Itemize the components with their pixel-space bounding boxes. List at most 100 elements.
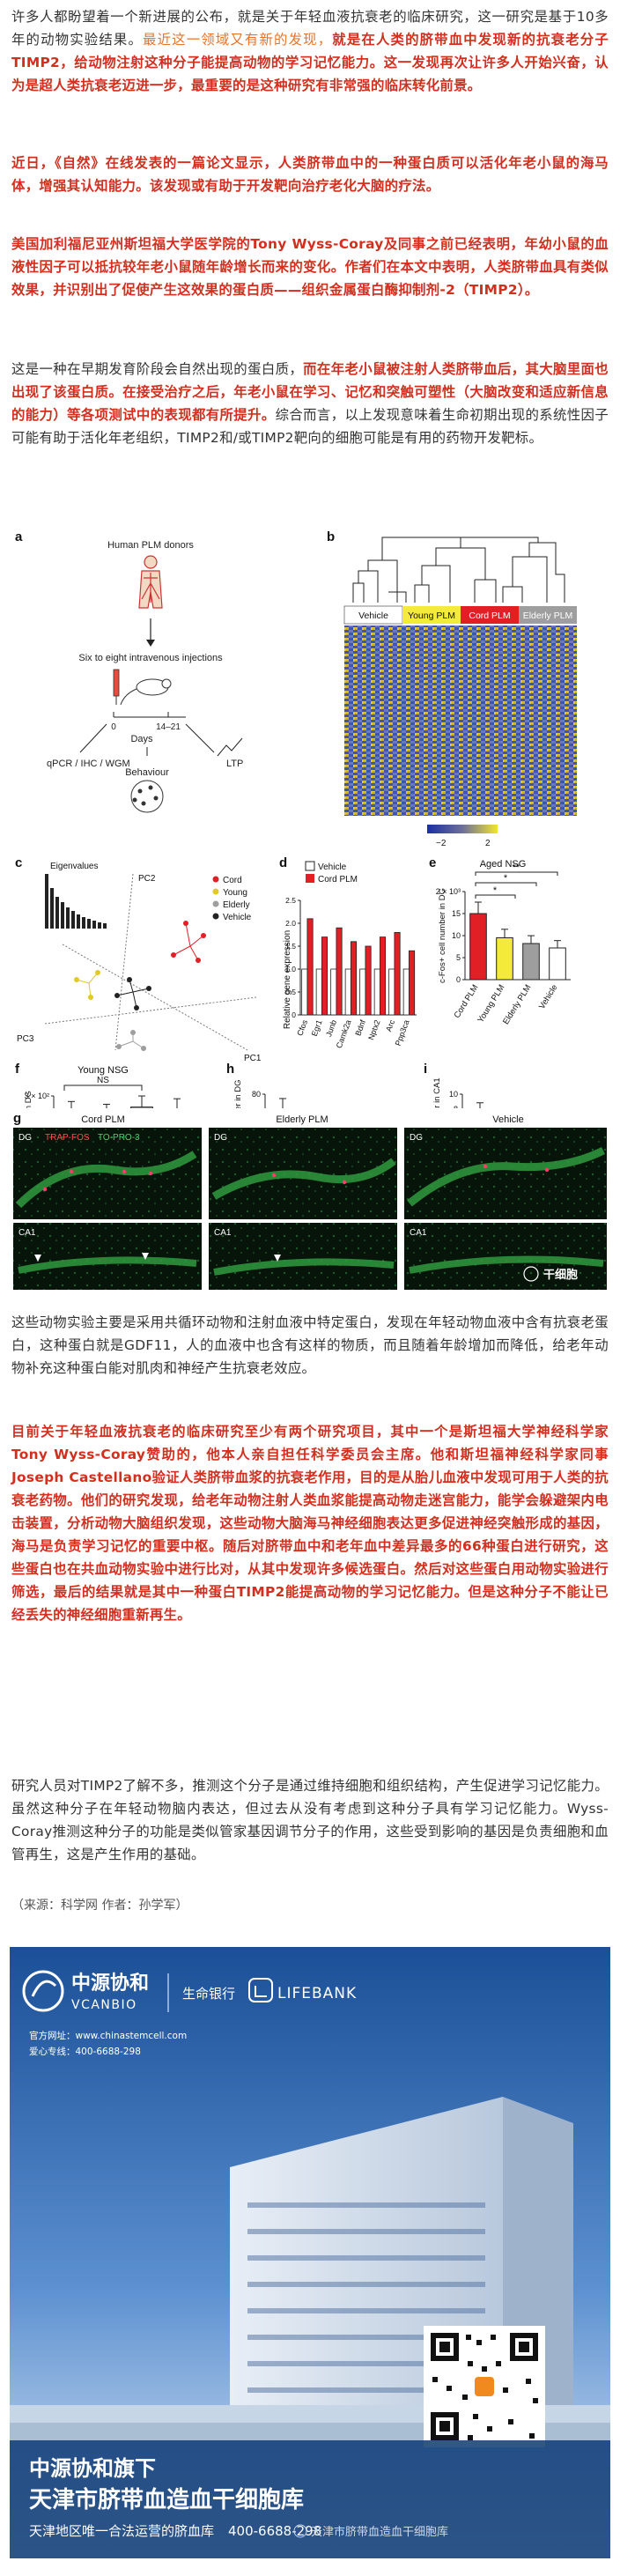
g-stain-b: TO-PRO-3 <box>98 1133 140 1143</box>
i-ytick-label: 10 <box>449 1090 458 1099</box>
d-bar <box>402 968 410 1016</box>
legend-vehicle: Vehicle <box>223 913 252 922</box>
d-bar <box>301 968 308 1016</box>
i-ylabel: TRAPed c-Fos cell number in CA1 <box>432 1077 442 1108</box>
g-ca1-label-2: CA1 <box>214 1228 232 1238</box>
panel-e-label: e <box>429 855 436 870</box>
legend-cord: Cord <box>223 876 242 885</box>
ad-svg: 中源协和 VCANBIO 生命银行 LIFEBANK 官方网址：www.chin… <box>10 1947 610 2558</box>
qpcr-label: qPCR / IHC / WGM <box>47 759 130 769</box>
pca-plot <box>44 873 257 1051</box>
g-col-elderly: Elderly PLM <box>276 1114 328 1125</box>
heatmap-colorbar <box>427 825 498 833</box>
d-bar <box>344 968 351 1016</box>
ad-headline-2: 天津市脐带血造血干细胞库 <box>29 2486 304 2513</box>
d-gene-label: Ppp3ca <box>394 1018 411 1047</box>
d-gene-label: Junb <box>324 1018 338 1038</box>
panel-g: g Cord PLM Elderly PLM Vehicle DG TRAP-F… <box>10 1108 610 1293</box>
h-ytick-label: 80 <box>252 1090 261 1099</box>
dendrogram <box>352 537 565 603</box>
g-col-cord: Cord PLM <box>81 1114 125 1125</box>
ad-footer-mark: 天津市脐带血造血干细胞库 <box>311 2525 448 2539</box>
ad-url[interactable]: 官方网址：www.chinastemcell.com <box>29 2030 187 2041</box>
d-gene-label: Egr1 <box>310 1018 324 1037</box>
d-bar <box>336 927 343 1016</box>
d-bar <box>315 968 322 1016</box>
day-tick-14-21: 14–21 <box>156 722 181 732</box>
pc3-label: PC3 <box>17 1034 34 1044</box>
colorbar-max: 2 <box>485 839 491 848</box>
e-bar <box>469 913 487 981</box>
vcanbio-logo <box>22 1970 64 2012</box>
panel-h-label: h <box>226 1062 234 1077</box>
panel-g-label: g <box>13 1111 21 1126</box>
clinical-trial-paragraph: 目前关于年轻血液抗衰老的临床研究至少有两个研究项目，其中一个是斯坦福大学神经科学… <box>11 1424 609 1623</box>
d-ylabel: Relative gene expression <box>283 930 292 1029</box>
g-dg-label: DG <box>18 1133 32 1143</box>
e-bar <box>522 943 540 981</box>
day-tick-0: 0 <box>111 722 116 732</box>
panel-a-injections: Six to eight intravenous injections <box>78 653 223 663</box>
e-title: Aged NSG <box>480 859 527 870</box>
micrograph-ca1-vehicle <box>404 1223 607 1290</box>
micrograph-dg-vehicle <box>404 1128 607 1219</box>
g-ca1-label: CA1 <box>18 1228 36 1238</box>
micrograph-ca1-elderly <box>209 1223 397 1290</box>
d-gene-label: Bdnf <box>353 1018 367 1037</box>
d-ytick-label: 1.0 <box>285 965 296 973</box>
g-dg-label-2: DG <box>214 1133 227 1143</box>
expression-heatmap <box>344 625 577 816</box>
micrograph-dg-cord <box>13 1128 202 1219</box>
intro-key-finding: 就是在人类的脐带血中发现新的抗衰老分子TIMP2，给动物注射这种分子能提高动物的… <box>11 32 609 93</box>
d-ytick-label: 2.0 <box>285 919 296 928</box>
timp2-conclusion: 综合而言，以上发现意味着生命初期出现的系统性因子可能有助于活化年老组织，TIMP… <box>11 407 609 446</box>
panel-a-donors: Human PLM donors <box>107 540 194 551</box>
panel-c-label: c <box>15 855 22 870</box>
logo-cn: 中源协和 <box>71 1973 149 1995</box>
d-ytick-label: 2.5 <box>285 896 296 905</box>
g-stain-a: TRAP-FOS <box>45 1133 90 1143</box>
i-ytick-label: 8 <box>454 1105 458 1108</box>
panel-b-label: b <box>327 529 335 544</box>
pc1-label: PC1 <box>244 1054 262 1063</box>
e-bar <box>549 947 566 981</box>
timp2-paragraph: 这是一种在早期发育阶段会自然出现的蛋白质，而在年老小鼠被注射人类脐带血后，其大脑… <box>11 358 609 449</box>
micrograph-ca1-cord <box>13 1223 202 1290</box>
pca-legend: Cord Young Elderly Vehicle <box>212 876 252 922</box>
eigenvalue-bars <box>45 874 107 929</box>
d-bar <box>373 968 380 1016</box>
colorbar-min: −2 <box>436 839 447 848</box>
d-bar <box>351 941 358 1016</box>
behaviour-label: Behaviour <box>125 767 169 778</box>
e-sig-1: * <box>493 885 498 896</box>
e-ytick-label: 15 <box>452 909 461 918</box>
ltp-label: LTP <box>226 759 243 769</box>
cord-blood-bank-ad[interactable]: 中源协和 VCANBIO 生命银行 LIFEBANK 官方网址：www.chin… <box>10 1947 610 2558</box>
micrograph-dg-elderly <box>209 1128 397 1219</box>
d-legend-vehicle: Vehicle <box>318 862 347 872</box>
d-bar <box>409 950 416 1016</box>
e-category-label: Cord PLM <box>453 983 481 1020</box>
intro-paragraph: 许多人都盼望着一个新进展的公布，就是关于年轻血液抗衰老的临床研究，这一研究是基于… <box>11 5 609 97</box>
panel-f-label: f <box>15 1062 20 1077</box>
d-ytick-label: 1.5 <box>285 942 296 951</box>
panel-a-label: a <box>15 529 23 544</box>
timp2-intro: 这是一种在早期发育阶段会自然出现的蛋白质， <box>11 361 304 377</box>
ad-phone: 400-6688-298 <box>228 2523 321 2539</box>
group-elderly-plm: Elderly PLM <box>523 611 573 621</box>
figure-watermark: 干细胞 <box>543 1268 578 1282</box>
g-col-vehicle: Vehicle <box>492 1114 523 1125</box>
ad-subline: 天津地区唯一合法运营的脐血库 <box>29 2523 214 2539</box>
timp2-result: 而在年老小鼠被注射人类脐带血后，其大脑里面也出现了该蛋白质。在接受治疗之后，年老… <box>11 361 609 423</box>
human-figure-icon <box>138 555 163 609</box>
wechat-mark-icon <box>293 2524 307 2538</box>
source-credit: （来源：科学网 作者：孙学军） <box>11 1899 188 1913</box>
e-sig-3: ** <box>513 862 520 873</box>
d-bar <box>380 936 387 1016</box>
group-young-plm: Young PLM <box>408 611 455 621</box>
intro-text: 许多人都盼望着一个新进展的公布，就是关于年轻血液抗衰老的临床研究，这一研究是基于… <box>11 9 609 48</box>
f-ylabel: c-Fos+ cell number in DG <box>24 1091 33 1108</box>
qr-code[interactable] <box>424 2326 545 2447</box>
